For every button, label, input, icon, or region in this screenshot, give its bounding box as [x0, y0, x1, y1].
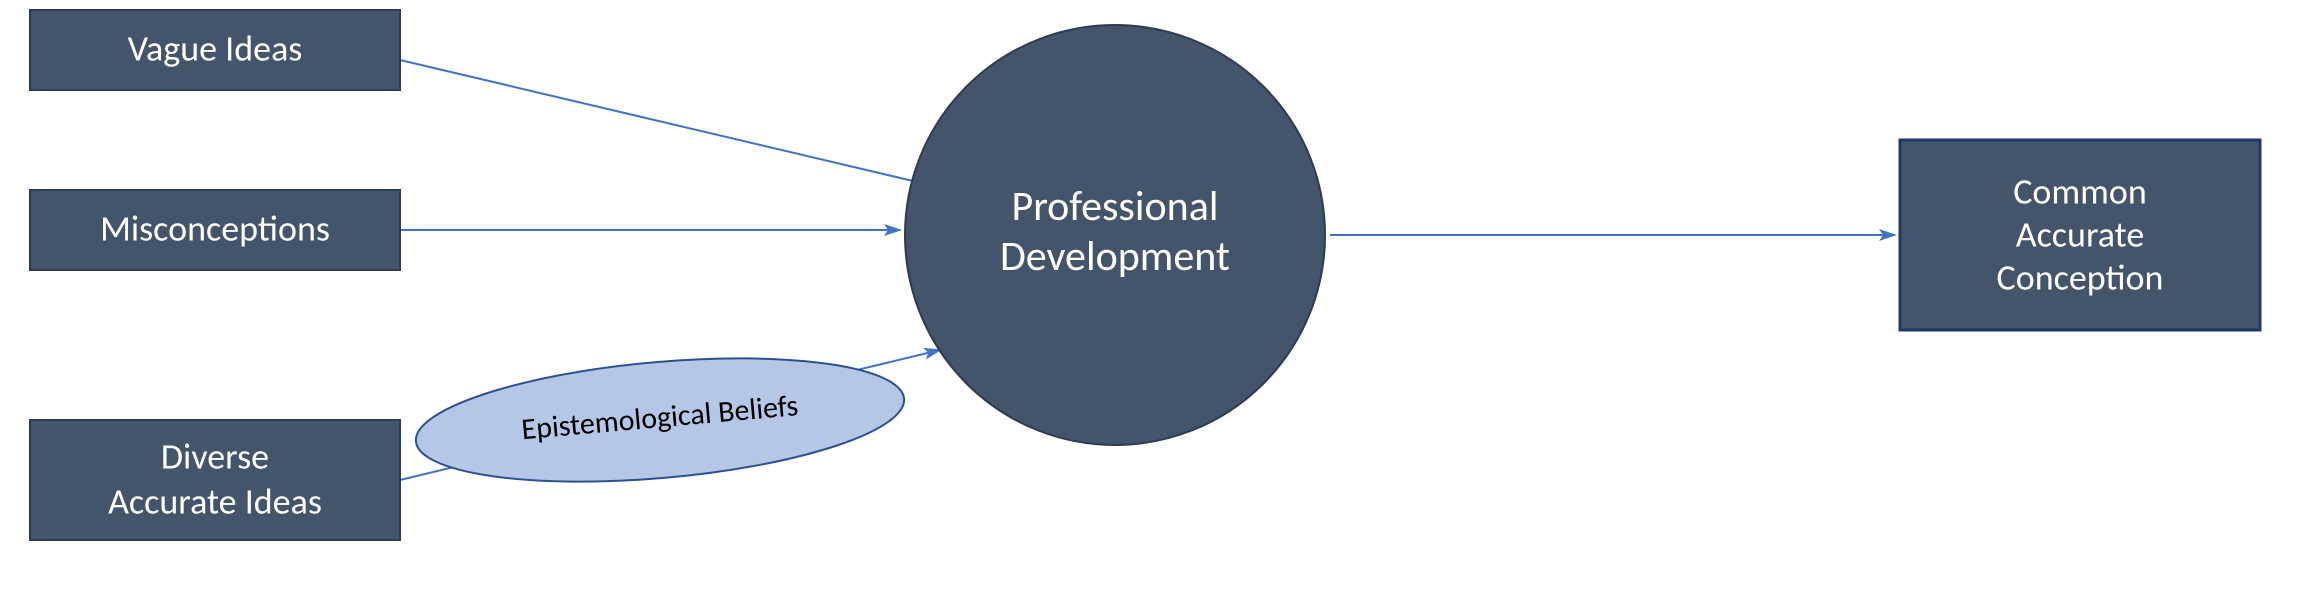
diverse-accurate-label-line2: Accurate Ideas: [108, 480, 322, 524]
node-common-accurate-conception: Common Accurate Conception: [1900, 140, 2260, 330]
common-accurate-label-line2: Accurate: [2016, 213, 2145, 257]
common-accurate-label-line3: Conception: [1997, 256, 2164, 300]
diagram-canvas: Epistemological Beliefs Vague Ideas Misc…: [0, 0, 2312, 600]
node-professional-development: Professional Development: [905, 25, 1325, 445]
node-diverse-accurate-ideas: Diverse Accurate Ideas: [30, 420, 400, 540]
profdev-label-line1: Professional: [1012, 181, 1219, 232]
profdev-label-line2: Development: [1000, 231, 1230, 282]
node-misconceptions: Misconceptions: [30, 190, 400, 270]
node-epistemological-beliefs: Epistemological Beliefs: [411, 341, 909, 499]
diverse-accurate-label-line1: Diverse: [161, 435, 269, 479]
vague-ideas-label: Vague Ideas: [128, 27, 303, 71]
node-vague-ideas: Vague Ideas: [30, 10, 400, 90]
misconceptions-label: Misconceptions: [100, 207, 330, 251]
common-accurate-label-line1: Common: [2013, 170, 2147, 214]
edge-vague-to-profdev: [400, 60, 930, 185]
